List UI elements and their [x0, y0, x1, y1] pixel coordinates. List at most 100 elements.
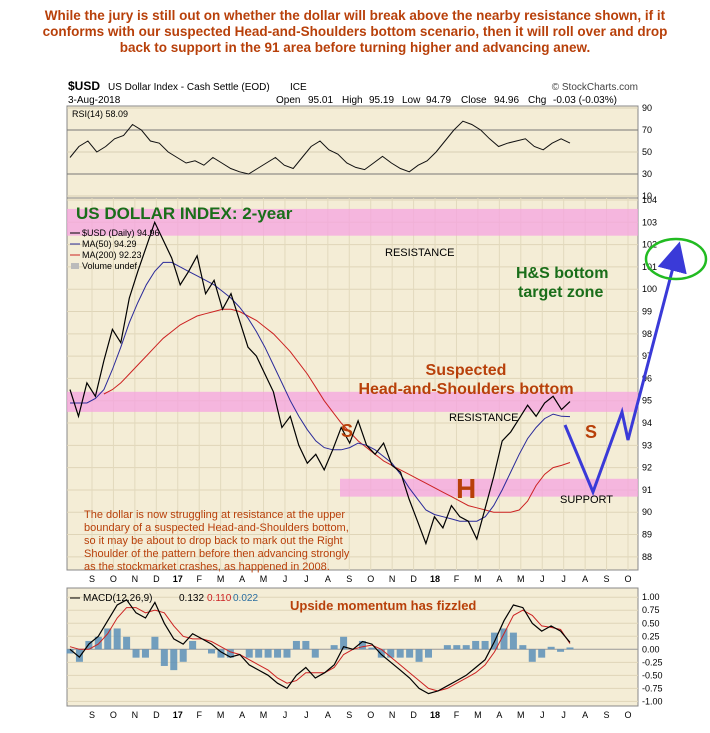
rsi-line — [69, 120, 571, 175]
macd-histogram-bar — [179, 649, 187, 662]
price-tick-label: 97 — [642, 351, 652, 361]
macd-x-label: D — [153, 710, 160, 720]
resistance-lower-label: RESISTANCE — [449, 412, 518, 424]
macd-x-label: F — [454, 710, 460, 720]
macd-legend-hist: 0.022 — [233, 593, 258, 604]
macd-tick-label: -0.50 — [642, 670, 663, 680]
macd-x-label: J — [304, 710, 309, 720]
stockcharts-logo: © StockCharts.com — [552, 82, 638, 93]
price-x-label: M — [217, 574, 225, 584]
macd-histogram-bar — [415, 649, 423, 662]
high-value: 95.19 — [369, 95, 394, 106]
price-tick-label: 100 — [642, 284, 657, 294]
macd-histogram-bar — [387, 649, 395, 658]
target-circle — [644, 237, 708, 281]
upper-resistance-band — [67, 208, 638, 236]
note-line: so it may be about to drop back to mark … — [84, 535, 343, 547]
price-x-label: J — [283, 574, 288, 584]
price-tick-label: 99 — [642, 307, 652, 317]
price-x-label: S — [604, 574, 610, 584]
macd-x-label: A — [325, 710, 331, 720]
macd-tick-label: 0.25 — [642, 631, 660, 641]
price-tick-label: 95 — [642, 396, 652, 406]
macd-histogram-bar — [66, 649, 74, 654]
macd-histogram-bar — [509, 632, 517, 650]
legend-price: $USD (Daily) 94.96 — [82, 228, 160, 238]
note-line: boundary of a suspected Head-and-Shoulde… — [84, 522, 349, 534]
macd-histogram-bar — [500, 628, 508, 650]
macd-histogram-bar — [160, 649, 168, 666]
chart-title: US DOLLAR INDEX: 2-year — [76, 204, 293, 223]
macd-histogram-bar — [123, 636, 131, 650]
macd-histogram-bar — [396, 649, 404, 658]
price-x-label: M — [517, 574, 525, 584]
macd-x-label: A — [582, 710, 588, 720]
rsi-tick-label: 90 — [642, 103, 652, 113]
macd-histogram-bar — [547, 646, 555, 650]
price-x-label: N — [132, 574, 139, 584]
chart-date: 3-Aug-2018 — [68, 95, 121, 106]
macd-histogram-bar — [302, 640, 310, 650]
price-line — [69, 220, 571, 546]
macd-histogram-bar — [94, 636, 102, 650]
pattern-line2: Head-and-Shoulders bottom — [358, 381, 573, 398]
macd-histogram-bar — [104, 628, 112, 650]
index-name: US Dollar Index - Cash Settle (EOD) — [108, 82, 270, 93]
low-label: Low — [402, 95, 421, 106]
price-tick-label: 96 — [642, 373, 652, 383]
macd-x-label: J — [283, 710, 288, 720]
open-value: 95.01 — [308, 95, 333, 106]
headline: While the jury is still out on whether t… — [42, 8, 668, 55]
macd-legend-signal: 0.110 — [207, 593, 232, 604]
macd-x-label: S — [89, 710, 95, 720]
macd-histogram-bar — [377, 649, 385, 658]
macd-tick-label: -0.75 — [642, 683, 663, 693]
macd-histogram-bar — [113, 628, 121, 650]
macd-tick-label: 0.50 — [642, 618, 660, 628]
macd-histogram-bar — [557, 649, 565, 652]
price-panel — [66, 197, 639, 571]
price-x-label: J — [304, 574, 309, 584]
macd-histogram-bar — [255, 649, 263, 658]
support-band — [340, 478, 638, 497]
macd-histogram-bar — [566, 647, 574, 650]
price-x-label: A — [496, 574, 502, 584]
rsi-tick-label: 10 — [642, 191, 652, 201]
macd-x-label: F — [196, 710, 202, 720]
macd-x-label: N — [389, 710, 396, 720]
macd-histogram-bar — [462, 645, 470, 650]
price-tick-label: 91 — [642, 485, 652, 495]
macd-tick-label: 1.00 — [642, 592, 660, 602]
price-tick-label: 102 — [642, 240, 657, 250]
price-x-label: O — [367, 574, 374, 584]
macd-histogram-bar — [368, 647, 376, 650]
macd-x-label: J — [540, 710, 545, 720]
macd-histogram-bar — [538, 649, 546, 658]
macd-x-label: A — [496, 710, 502, 720]
price-tick-label: 94 — [642, 418, 652, 428]
macd-x-label: O — [367, 710, 374, 720]
close-value: 94.96 — [494, 95, 519, 106]
price-x-label: D — [153, 574, 160, 584]
price-x-label: O — [624, 574, 631, 584]
rsi-legend: RSI(14) 58.09 — [72, 109, 128, 119]
macd-tick-label: -0.25 — [642, 657, 663, 667]
price-x-label: 17 — [173, 574, 183, 584]
macd-legend-value: 0.132 — [179, 593, 204, 604]
legend-volume-swatch — [71, 263, 79, 269]
macd-histogram-bar — [245, 649, 253, 658]
macd-histogram-bar — [151, 636, 159, 650]
high-label: High — [342, 95, 363, 106]
price-x-label: S — [346, 574, 352, 584]
note-line: Shoulder of the pattern before then adva… — [84, 548, 350, 560]
target-line1: H&S bottom — [516, 265, 608, 282]
macd-x-label: N — [132, 710, 139, 720]
chg-label: Chg — [528, 95, 546, 106]
price-x-label: M — [260, 574, 268, 584]
legend-ma50: MA(50) 94.29 — [82, 239, 137, 249]
macd-histogram-bar — [528, 649, 536, 662]
macd-histogram-bar — [217, 649, 225, 658]
macd-histogram-bar — [453, 645, 461, 650]
price-x-label: A — [582, 574, 588, 584]
price-x-label: J — [561, 574, 566, 584]
